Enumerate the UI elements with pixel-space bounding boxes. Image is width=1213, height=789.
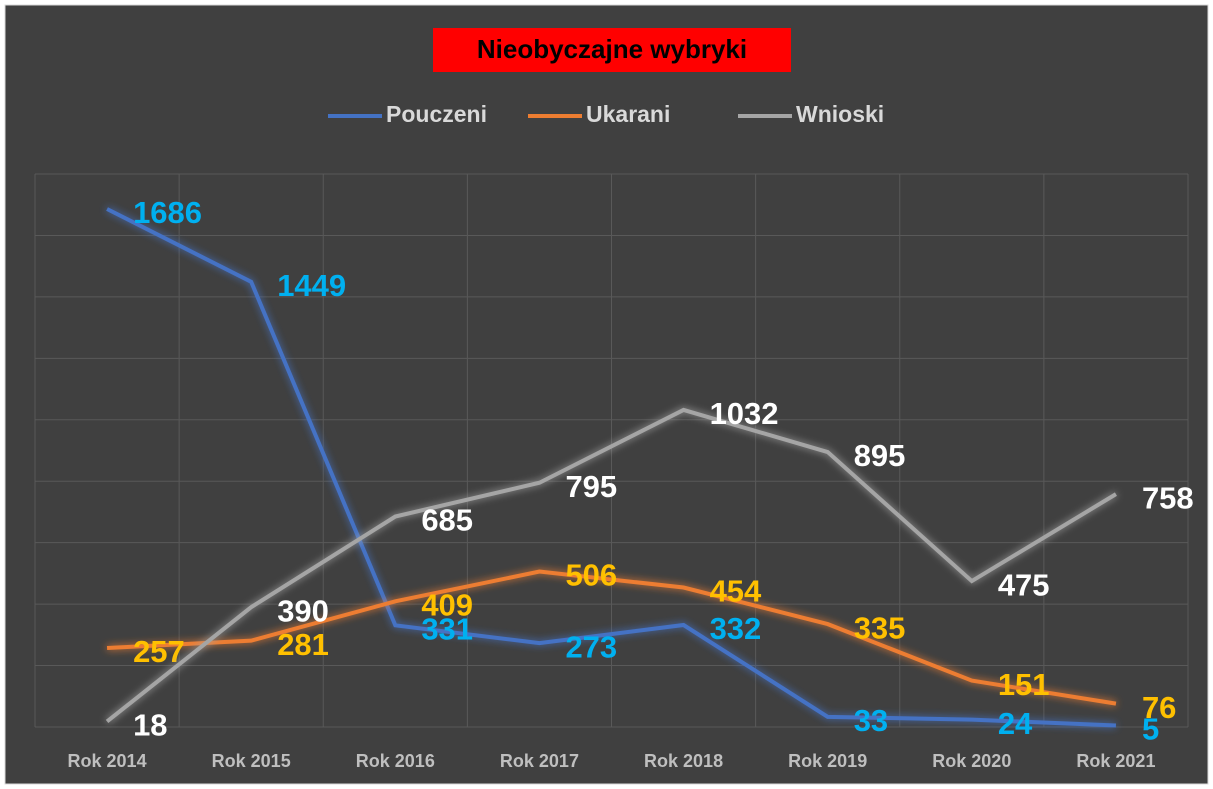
series-line	[105, 407, 1117, 724]
data-label: 257	[133, 634, 185, 669]
data-label: 273	[565, 629, 617, 664]
data-label: 332	[710, 611, 762, 646]
chart-background	[4, 4, 1209, 785]
x-tick-label: Rok 2018	[644, 751, 723, 771]
title-box	[433, 28, 791, 72]
data-label: 795	[565, 469, 617, 504]
data-label: 331	[421, 611, 473, 646]
data-label: 409	[421, 588, 473, 623]
x-tick-label: Rok 2017	[500, 751, 579, 771]
data-label: 1686	[133, 195, 202, 230]
data-label: 281	[277, 627, 329, 662]
data-label: 454	[710, 574, 762, 609]
data-label: 76	[1142, 690, 1176, 725]
data-label: 895	[854, 438, 906, 473]
legend-label: Ukarani	[586, 101, 670, 127]
chart-title: Nieobyczajne wybryki	[477, 34, 747, 64]
legend-label: Wnioski	[796, 101, 884, 127]
data-label: 475	[998, 567, 1050, 602]
data-label: 685	[421, 503, 473, 538]
data-label: 5	[1142, 712, 1159, 747]
data-label: 390	[277, 593, 329, 628]
x-tick-label: Rok 2019	[788, 751, 867, 771]
series-line	[106, 207, 1117, 728]
data-label: 335	[854, 610, 906, 645]
x-tick-label: Rok 2020	[932, 751, 1011, 771]
data-label: 1449	[277, 268, 346, 303]
data-label: 33	[854, 703, 888, 738]
data-label: 506	[565, 558, 617, 593]
legend-label: Pouczeni	[386, 101, 487, 127]
series-line	[106, 569, 1117, 706]
x-tick-label: Rok 2015	[212, 751, 291, 771]
x-tick-label: Rok 2016	[356, 751, 435, 771]
data-label: 1032	[710, 396, 779, 431]
data-label: 758	[1142, 480, 1194, 515]
data-label: 151	[998, 667, 1050, 702]
x-tick-label: Rok 2021	[1076, 751, 1155, 771]
data-label: 24	[998, 706, 1033, 741]
data-label: 18	[133, 708, 167, 743]
x-tick-label: Rok 2014	[68, 751, 147, 771]
